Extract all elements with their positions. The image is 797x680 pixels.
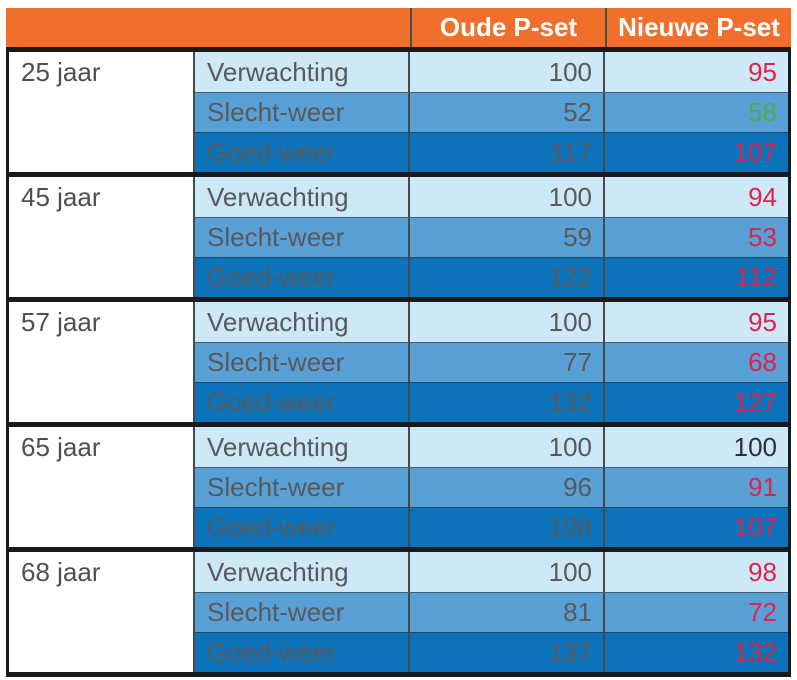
age-label: 65 jaar <box>9 427 195 547</box>
scenario-label: Slecht-weer <box>207 222 345 252</box>
group-rows: Verwachting 100 94 Slecht-weer 59 53 Goed-weer… <box>195 177 788 297</box>
header-new-pset: Nieuwe P-set <box>605 8 791 47</box>
scenario-label: Goed-weer <box>207 262 336 292</box>
old-pset-value: 59 <box>408 218 603 257</box>
new-pset-value: 68 <box>603 343 788 382</box>
scenario-label: Goed-weer <box>207 637 336 667</box>
new-pset-value: 107 <box>603 133 788 172</box>
scenario-label: Verwachting <box>207 431 349 462</box>
table-header: Oude P-set Nieuwe P-set <box>6 8 791 47</box>
age-group: 68 jaar Verwachting 100 98 Slecht-weer 81 72 Go… <box>6 547 791 677</box>
new-pset-value: 58 <box>603 93 788 132</box>
scenario-label: Verwachting <box>207 181 349 212</box>
age-label: 25 jaar <box>9 52 195 172</box>
scenario-label: Verwachting <box>207 556 349 587</box>
new-pset-value: 95 <box>603 52 788 92</box>
age-group: 25 jaar Verwachting 100 95 Slecht-weer 52 58 Go… <box>6 47 791 172</box>
table-row: Goed-weer 117 107 <box>195 132 788 172</box>
old-pset-value: 96 <box>408 468 603 507</box>
table-row: Verwachting 100 95 <box>195 52 788 92</box>
old-pset-value: 77 <box>408 343 603 382</box>
old-pset-value: 52 <box>408 93 603 132</box>
scenario-label: Goed-weer <box>207 387 336 417</box>
table-row: Goed-weer 132 127 <box>195 382 788 422</box>
new-pset-value: 72 <box>603 593 788 632</box>
age-group: 45 jaar Verwachting 100 94 Slecht-weer 59 53 Go… <box>6 172 791 297</box>
scenario-label: Slecht-weer <box>207 97 345 127</box>
table-row: Slecht-weer 77 68 <box>195 342 788 382</box>
table-body: 25 jaar Verwachting 100 95 Slecht-weer 52 58 Go… <box>6 47 791 677</box>
table-row: Verwachting 100 95 <box>195 302 788 342</box>
group-rows: Verwachting 100 95 Slecht-weer 77 68 Goed-weer… <box>195 302 788 422</box>
old-pset-value: 100 <box>408 427 603 467</box>
old-pset-value: 100 <box>408 302 603 342</box>
group-rows: Verwachting 100 100 Slecht-weer 96 91 Goed-wee… <box>195 427 788 547</box>
scenario-label: Goed-weer <box>207 137 336 167</box>
new-pset-value: 107 <box>603 508 788 547</box>
table: Oude P-set Nieuwe P-set 25 jaar Verwachti… <box>6 8 791 677</box>
table-row: Goed-weer 137 132 <box>195 632 788 672</box>
table-row: Slecht-weer 52 58 <box>195 92 788 132</box>
scenario-label: Slecht-weer <box>207 347 345 377</box>
table-row: Goed-weer 122 112 <box>195 257 788 297</box>
table-row: Verwachting 100 100 <box>195 427 788 467</box>
age-label: 45 jaar <box>9 177 195 297</box>
old-pset-value: 108 <box>408 508 603 547</box>
new-pset-value: 91 <box>603 468 788 507</box>
age-group: 65 jaar Verwachting 100 100 Slecht-weer 96 91 G… <box>6 422 791 547</box>
scenario-label: Verwachting <box>207 306 349 337</box>
scenario-label: Slecht-weer <box>207 597 345 627</box>
table-row: Slecht-weer 81 72 <box>195 592 788 632</box>
group-rows: Verwachting 100 95 Slecht-weer 52 58 Goed-weer… <box>195 52 788 172</box>
old-pset-value: 100 <box>408 177 603 217</box>
new-pset-value: 132 <box>603 633 788 672</box>
age-label: 68 jaar <box>9 552 195 672</box>
old-pset-value: 100 <box>408 552 603 592</box>
old-pset-value: 122 <box>408 258 603 297</box>
new-pset-value: 98 <box>603 552 788 592</box>
new-pset-value: 94 <box>603 177 788 217</box>
old-pset-value: 81 <box>408 593 603 632</box>
header-spacer-scenario <box>193 8 410 47</box>
new-pset-value: 53 <box>603 218 788 257</box>
scenario-label: Verwachting <box>207 56 349 87</box>
table-row: Slecht-weer 96 91 <box>195 467 788 507</box>
age-label: 57 jaar <box>9 302 195 422</box>
header-old-pset: Oude P-set <box>410 8 605 47</box>
table-row: Slecht-weer 59 53 <box>195 217 788 257</box>
old-pset-value: 137 <box>408 633 603 672</box>
new-pset-value: 95 <box>603 302 788 342</box>
new-pset-value: 112 <box>603 258 788 297</box>
table-row: Verwachting 100 98 <box>195 552 788 592</box>
old-pset-value: 132 <box>408 383 603 422</box>
new-pset-value: 100 <box>603 427 788 467</box>
scenario-label: Slecht-weer <box>207 472 345 502</box>
age-group: 57 jaar Verwachting 100 95 Slecht-weer 77 68 Go… <box>6 297 791 422</box>
group-rows: Verwachting 100 98 Slecht-weer 81 72 Goed-weer… <box>195 552 788 672</box>
new-pset-value: 127 <box>603 383 788 422</box>
old-pset-value: 117 <box>408 133 603 172</box>
scenario-label: Goed-weer <box>207 512 336 542</box>
table-row: Verwachting 100 94 <box>195 177 788 217</box>
old-pset-value: 100 <box>408 52 603 92</box>
table-row: Goed-weer 108 107 <box>195 507 788 547</box>
header-spacer-age <box>6 8 193 47</box>
